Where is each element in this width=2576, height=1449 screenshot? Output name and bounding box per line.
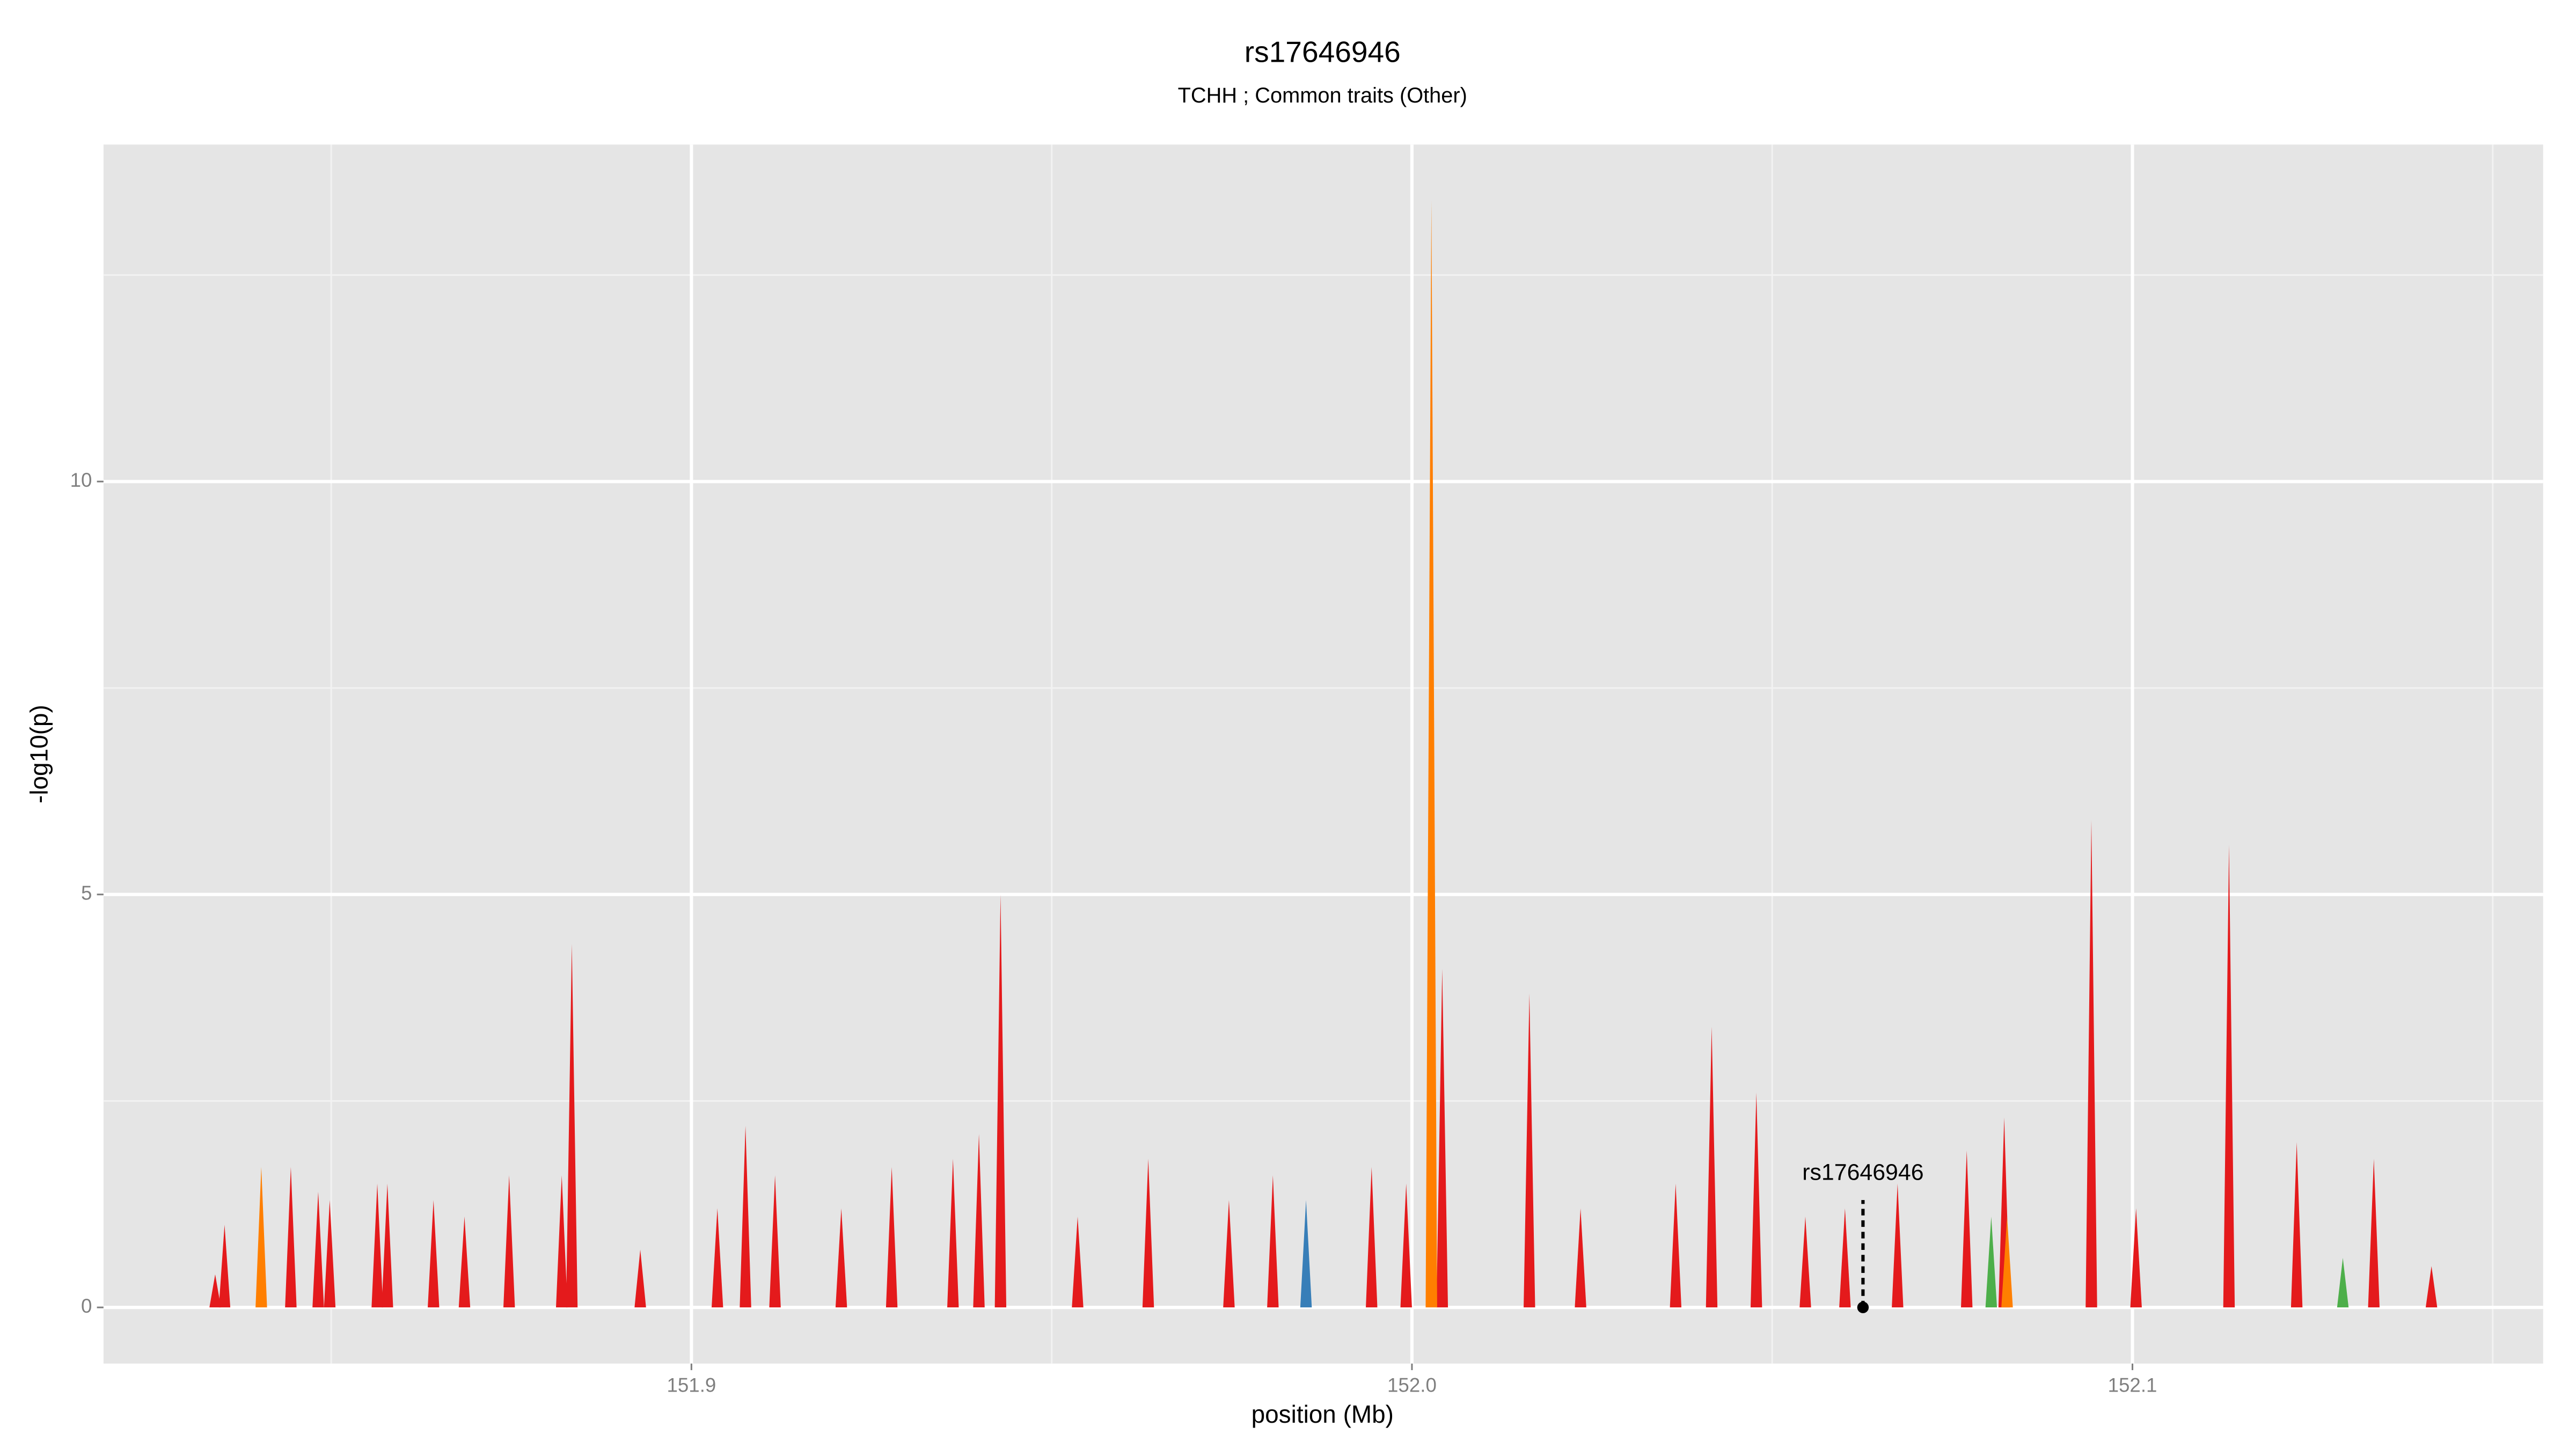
- y-axis-title: -log10(p): [25, 705, 53, 803]
- peak: [285, 1167, 297, 1308]
- peak: [1892, 1183, 1904, 1308]
- peak: [973, 1133, 985, 1308]
- peak: [1300, 1200, 1312, 1308]
- peak: [1400, 1183, 1412, 1308]
- peak: [458, 1216, 471, 1308]
- peak: [994, 894, 1007, 1308]
- peak: [371, 1183, 383, 1308]
- peak: [2337, 1257, 2349, 1308]
- peak: [1575, 1208, 1586, 1308]
- peak: [1985, 1216, 1997, 1308]
- peak: [1267, 1175, 1279, 1308]
- y-tick-label: 0: [81, 1295, 92, 1317]
- peak: [740, 1125, 751, 1308]
- peak: [1839, 1208, 1851, 1308]
- peak: [2085, 820, 2097, 1308]
- peak: [218, 1225, 231, 1308]
- peak: [209, 1274, 221, 1308]
- x-tick-label: 152.0: [1387, 1374, 1437, 1396]
- peak: [947, 1159, 959, 1308]
- annotation-label: rs17646946: [1802, 1159, 1923, 1185]
- peak: [2223, 845, 2235, 1308]
- peak: [2425, 1266, 2438, 1308]
- annotation-point: [1857, 1301, 1869, 1313]
- peak: [1366, 1167, 1378, 1308]
- peak: [1750, 1093, 1762, 1308]
- peak: [1436, 969, 1448, 1308]
- peak: [556, 1175, 568, 1308]
- peak: [324, 1200, 336, 1308]
- x-axis-title: position (Mb): [1252, 1400, 1394, 1428]
- peak: [2368, 1159, 2380, 1308]
- peak: [2130, 1208, 2142, 1308]
- peak: [1799, 1216, 1811, 1308]
- peak: [1072, 1216, 1084, 1308]
- peak: [1961, 1150, 1973, 1308]
- peak: [1425, 201, 1437, 1308]
- peak: [1706, 1026, 1718, 1308]
- peak: [885, 1167, 898, 1308]
- peak: [312, 1191, 324, 1308]
- panel: [103, 144, 2543, 1364]
- peak: [382, 1183, 393, 1308]
- peak: [2001, 1216, 2013, 1308]
- peak: [769, 1175, 781, 1308]
- peak: [1670, 1183, 1682, 1308]
- peak: [503, 1175, 515, 1308]
- chart-title: rs17646946: [1245, 35, 1401, 69]
- chart-subtitle: TCHH ; Common traits (Other): [1178, 84, 1467, 107]
- peak: [428, 1200, 440, 1308]
- peak: [1142, 1159, 1154, 1308]
- x-tick-label: 152.1: [2108, 1374, 2157, 1396]
- peak: [1524, 993, 1535, 1308]
- x-tick-label: 151.9: [667, 1374, 716, 1396]
- peak: [255, 1167, 267, 1308]
- y-tick-label: 5: [81, 882, 92, 904]
- y-tick-label: 10: [70, 469, 92, 491]
- peak: [712, 1208, 723, 1308]
- peak: [2290, 1142, 2303, 1308]
- peak: [1223, 1200, 1235, 1308]
- peak: [634, 1249, 646, 1308]
- peak: [566, 944, 578, 1308]
- peak: [835, 1208, 847, 1308]
